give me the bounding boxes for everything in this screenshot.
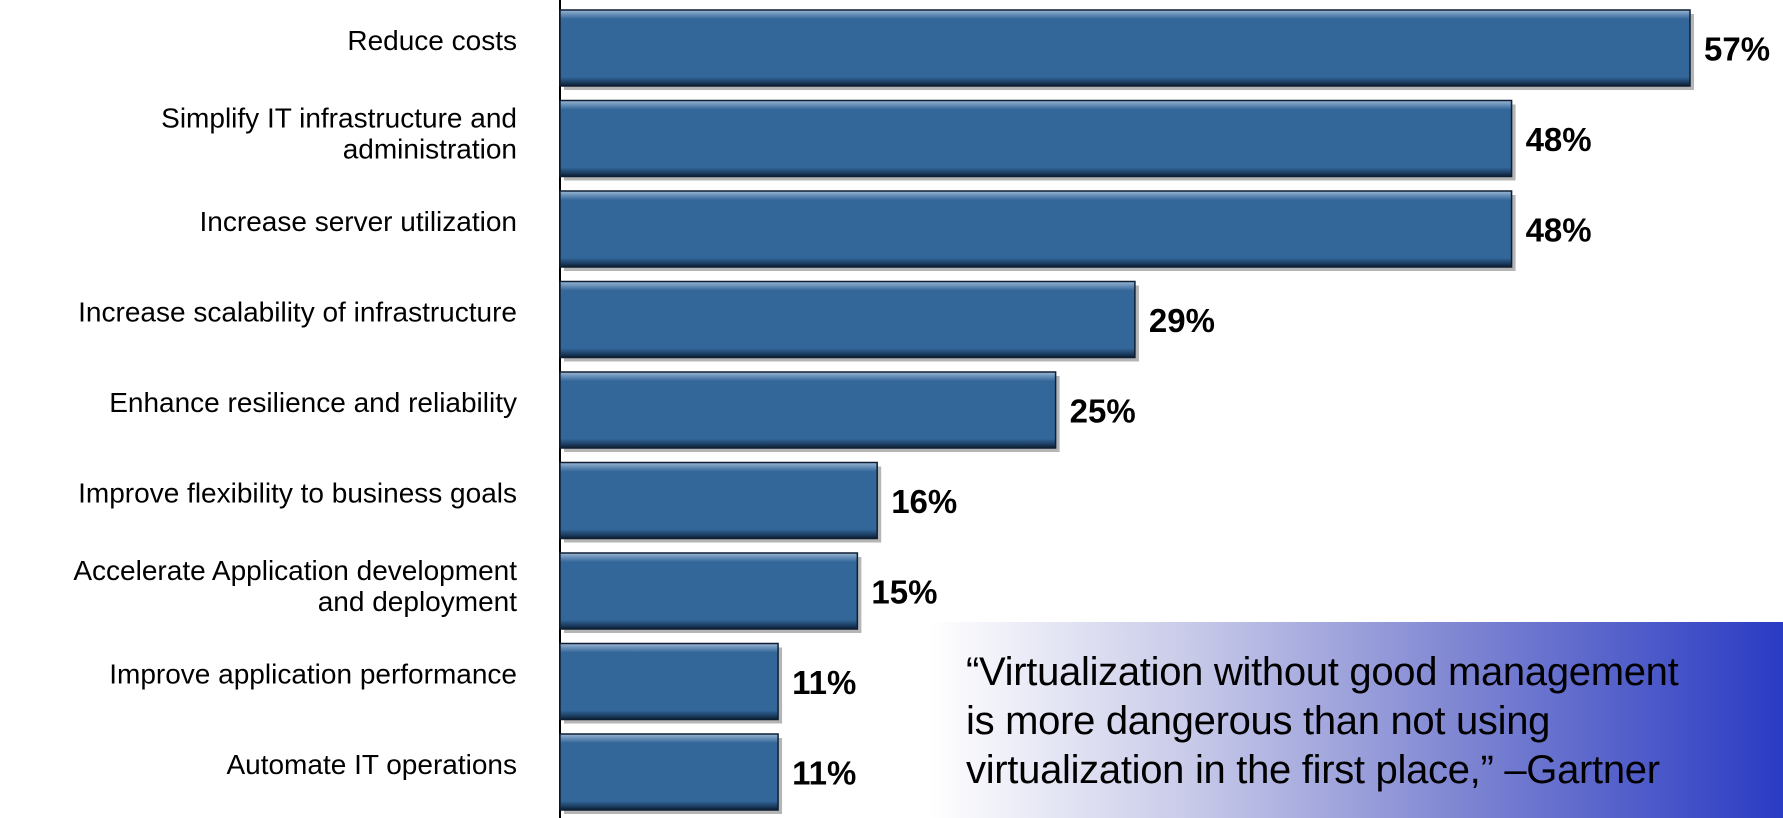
category-label: Accelerate Application development and de… (73, 555, 517, 617)
category-label: Improve flexibility to business goals (78, 478, 517, 509)
bar-value-label: 25% (1070, 393, 1136, 430)
bar-value-label: 11% (792, 755, 856, 792)
bar-value-label: 16% (891, 483, 957, 520)
bar-value-label: 11% (792, 664, 856, 701)
bar (559, 99, 1513, 178)
category-label: Reduce costs (347, 25, 517, 56)
bars-layer (559, 9, 1694, 814)
bar (559, 371, 1057, 449)
category-label: Automate IT operations (226, 749, 517, 780)
category-label: Increase scalability of infrastructure (78, 297, 517, 328)
bar (559, 642, 779, 721)
bar (559, 461, 878, 540)
category-label: Enhance resilience and reliability (109, 387, 517, 418)
bar (559, 190, 1513, 268)
bar-value-label: 57% (1704, 31, 1770, 68)
quote-box: “Virtualization without good management … (930, 622, 1783, 818)
category-labels: Reduce costs Simplify IT infrastructure a… (73, 25, 517, 780)
value-labels: 57% 48% 48% 29% 25% 16% 15% 11% 11% (792, 31, 1770, 792)
bar-value-label: 29% (1149, 302, 1215, 339)
bar (559, 280, 1136, 359)
bar (559, 552, 859, 630)
bar (559, 733, 779, 811)
category-label: Simplify IT infrastructure and administra… (161, 103, 517, 165)
bar-value-label: 48% (1526, 121, 1592, 158)
bar (559, 9, 1691, 87)
bar-value-label: 48% (1526, 212, 1592, 249)
category-label: Improve application performance (109, 659, 517, 690)
quote-text: “Virtualization without good management … (966, 650, 1679, 792)
bar-value-label: 15% (871, 574, 937, 611)
category-label: Increase server utilization (200, 206, 517, 237)
